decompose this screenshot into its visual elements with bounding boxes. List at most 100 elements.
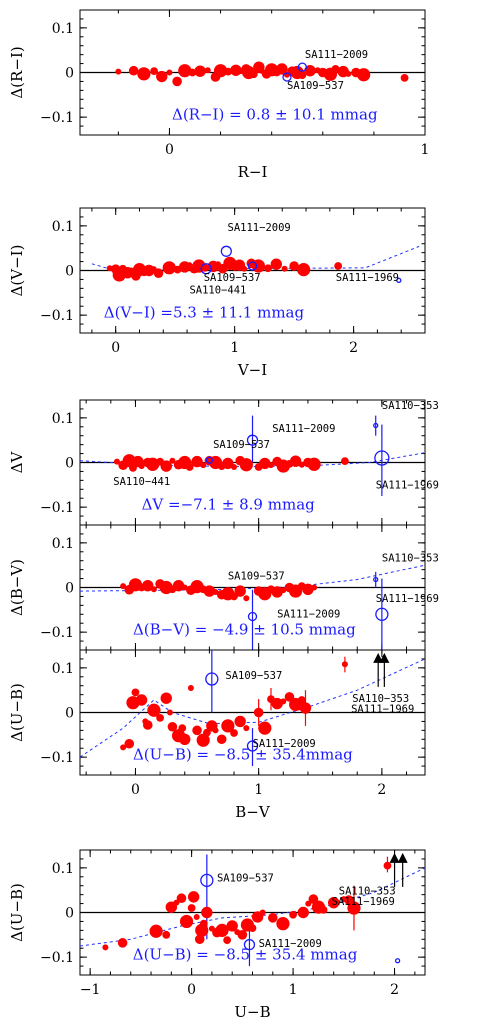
x-axis-title: R−I xyxy=(238,163,268,181)
fit-curve xyxy=(80,867,425,947)
plot-area xyxy=(80,564,425,650)
data-point xyxy=(327,896,340,909)
data-point xyxy=(142,580,154,592)
star-label: SA111−2009 xyxy=(272,423,335,435)
data-point xyxy=(223,936,232,945)
y-axis-title: Δ(U−B) xyxy=(8,683,26,742)
data-point xyxy=(187,904,196,912)
data-point xyxy=(400,73,409,82)
data-point xyxy=(102,944,109,951)
data-point xyxy=(224,67,233,76)
data-point xyxy=(201,906,213,919)
data-point xyxy=(264,264,272,273)
y-tick-label: −0.1 xyxy=(40,750,74,766)
data-point xyxy=(153,268,164,278)
star-label: SA109−537 xyxy=(287,80,344,92)
limit-arrow-head xyxy=(397,852,408,863)
data-point xyxy=(192,725,202,736)
data-point xyxy=(156,713,164,722)
data-point xyxy=(297,696,306,704)
data-point xyxy=(259,457,271,470)
y-tick-label: 0 xyxy=(65,66,74,82)
data-point xyxy=(304,65,316,77)
data-point xyxy=(341,661,348,668)
data-point xyxy=(172,580,185,592)
star-label: SA111−1969 xyxy=(376,593,439,605)
y-axis-title: Δ(V−I) xyxy=(8,245,26,297)
x-axis-title: V−I xyxy=(237,361,267,379)
data-point xyxy=(258,721,272,735)
x-tick-label: 2 xyxy=(349,340,358,356)
data-point xyxy=(234,585,246,597)
data-point xyxy=(297,906,309,919)
data-point xyxy=(280,587,287,594)
y-tick-label: 0.1 xyxy=(52,661,74,677)
y-tick-label: 0 xyxy=(65,456,74,472)
data-point xyxy=(178,64,192,78)
data-point xyxy=(131,688,140,697)
x-tick-label: 0 xyxy=(187,982,196,998)
data-point xyxy=(120,583,127,590)
data-point xyxy=(311,584,318,591)
data-point xyxy=(200,462,207,469)
data-point xyxy=(162,930,171,939)
highlight-point xyxy=(396,277,402,283)
data-point xyxy=(345,70,352,77)
data-point xyxy=(319,905,328,914)
data-point xyxy=(307,457,321,471)
x-axis-title: B−V xyxy=(235,803,271,821)
data-point xyxy=(237,930,248,940)
data-point xyxy=(128,267,135,274)
highlight-point xyxy=(200,263,212,275)
star-label: SA110−441 xyxy=(113,476,170,488)
star-label: SA111−1969 xyxy=(332,896,395,908)
highlight-point xyxy=(247,611,258,622)
y-tick-label: 0.1 xyxy=(52,536,74,552)
data-point xyxy=(297,263,311,277)
data-point xyxy=(222,457,234,470)
star-label: SA110−353 xyxy=(339,886,396,898)
data-point xyxy=(230,729,238,737)
data-point xyxy=(199,919,208,928)
data-point xyxy=(146,457,160,471)
highlight-point xyxy=(373,422,379,429)
data-point xyxy=(185,463,194,471)
data-point xyxy=(179,733,191,745)
highlight-point xyxy=(373,576,379,583)
x-tick-label: 2 xyxy=(377,782,386,798)
data-point xyxy=(160,460,172,472)
plot-area xyxy=(115,61,409,87)
data-point xyxy=(239,458,253,472)
y-tick-label: −0.1 xyxy=(40,625,74,641)
data-point xyxy=(203,585,216,597)
x-tick-label: 1 xyxy=(254,782,263,798)
data-point xyxy=(172,76,182,87)
data-point xyxy=(357,68,371,82)
star-label: SA111−2009 xyxy=(228,222,291,234)
y-tick-label: 0 xyxy=(65,581,74,597)
data-point xyxy=(248,924,257,933)
highlight-point xyxy=(205,456,214,464)
data-point xyxy=(383,861,392,870)
data-point xyxy=(251,259,266,273)
data-point xyxy=(187,891,200,903)
x-tick-label: 1 xyxy=(421,142,430,158)
highlight-point xyxy=(220,245,232,257)
x-tick-label: 0 xyxy=(165,142,174,158)
plot-area xyxy=(80,650,425,767)
data-point xyxy=(334,262,343,270)
highlight-point xyxy=(246,740,259,752)
data-point xyxy=(150,586,157,593)
data-point xyxy=(113,458,120,465)
panel-5: 0.1 0 −0.1 0 1 2 B−V Δ(U−B) SA109−537 SA111−2009 S… xyxy=(8,649,426,821)
stat-label: Δ(U−B) = −8.5 ± 35.4 mmag xyxy=(133,945,358,963)
data-point xyxy=(271,586,283,598)
star-label: SA111−1969 xyxy=(336,272,399,284)
data-point xyxy=(191,455,203,468)
data-point xyxy=(249,70,258,79)
data-point xyxy=(166,69,173,76)
highlight-point xyxy=(200,873,214,888)
data-point xyxy=(276,63,288,75)
data-point xyxy=(149,924,163,938)
